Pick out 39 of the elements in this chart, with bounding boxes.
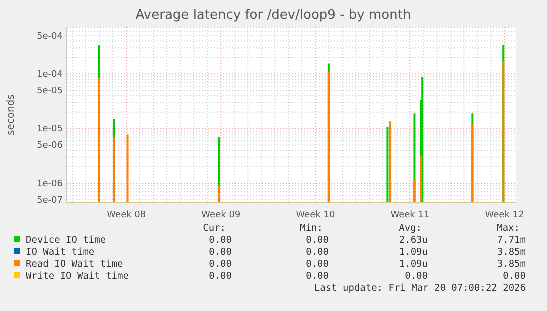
text: 0.00 (209, 235, 232, 246)
x-tick-label: Week 09 (202, 210, 241, 220)
x-tick-label: Week 10 (296, 210, 336, 220)
text: 2.63u (399, 235, 428, 246)
text: Cur: (203, 223, 226, 234)
text: 0.00 (503, 271, 526, 282)
text: 0.00 (209, 247, 232, 258)
text: 0.00 (306, 235, 330, 246)
chart-title: Average latency for /dev/loop9 - by month (136, 8, 412, 23)
text: 1.09u (399, 259, 428, 270)
legend-label: IO Wait time (26, 247, 95, 258)
y-tick-label: 1e-04 (37, 70, 64, 80)
text: 0.00 (405, 271, 428, 282)
y-tick-label: 5e-07 (37, 196, 63, 206)
text: 1.09u (399, 247, 428, 258)
x-tick-label: Week 11 (390, 210, 430, 220)
legend-label: Write IO Wait time (26, 271, 130, 282)
text: Avg: (399, 223, 422, 234)
y-tick-label: 5e-05 (37, 86, 63, 97)
y-tick-label: 5e-06 (37, 141, 64, 152)
text: Last update: Fri Mar 20 07:00:22 2026 (314, 283, 526, 294)
text: Min: (300, 223, 323, 234)
text: 3.85m (497, 259, 526, 270)
x-tick-label: Week 08 (107, 210, 146, 220)
text: 3.85m (497, 247, 526, 258)
y-axis-title: seconds (6, 94, 17, 136)
text: 0.00 (306, 271, 330, 282)
text: 0.00 (306, 247, 330, 258)
text: 7.71m (497, 235, 526, 246)
text: 0.00 (209, 271, 232, 282)
x-tick-label: Week 12 (485, 210, 524, 220)
y-tick-label: 5e-04 (37, 32, 64, 42)
y-tick-label: 1e-05 (37, 124, 63, 135)
legend-label: Device IO time (26, 235, 106, 246)
legend-label: Read IO Wait time (26, 259, 124, 270)
y-tick-label: 1e-06 (37, 179, 64, 190)
text: Max: (497, 223, 520, 234)
text: 0.00 (209, 259, 232, 270)
text: 0.00 (306, 259, 330, 270)
